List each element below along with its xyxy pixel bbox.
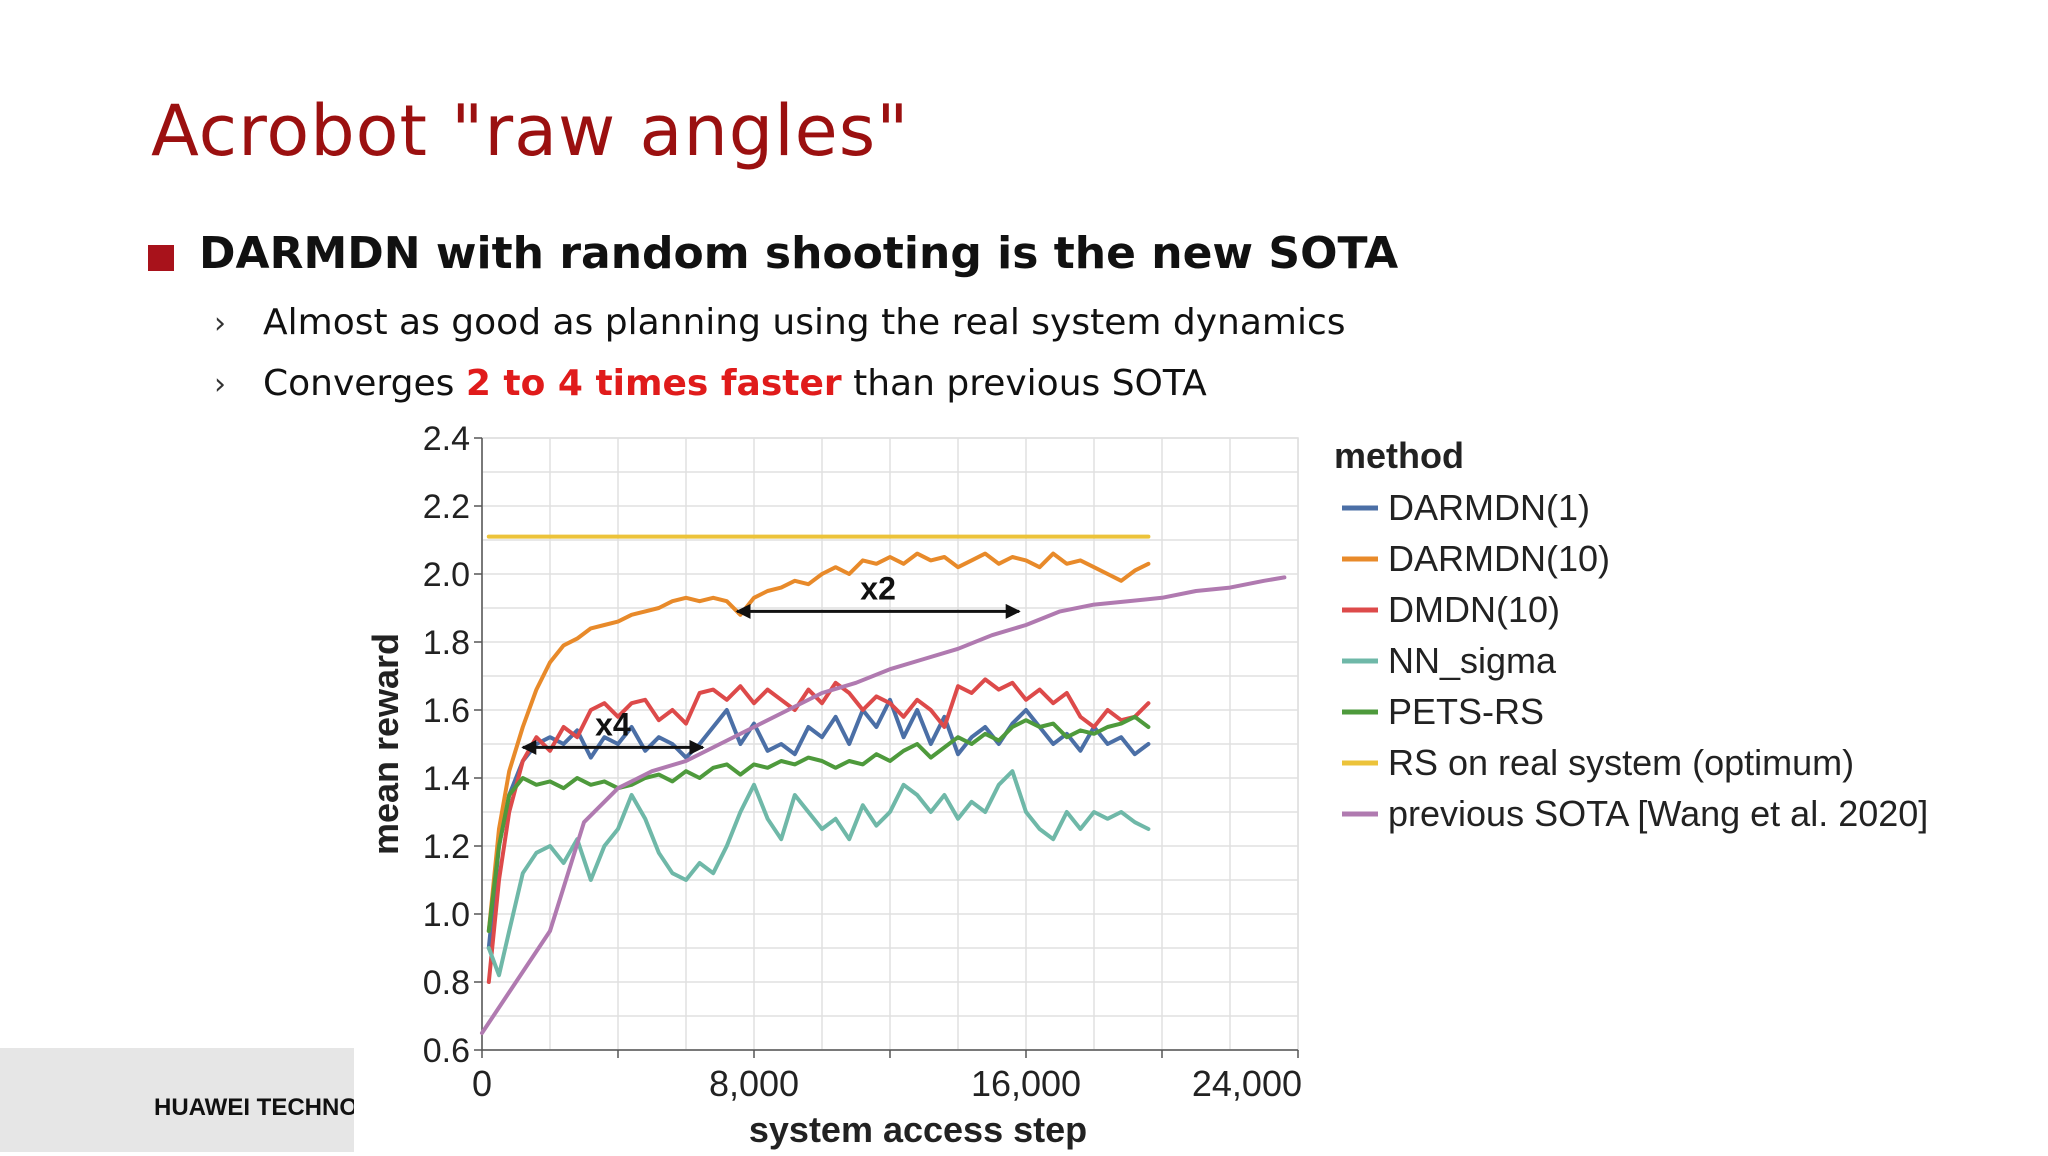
annotation-label-x2: x2 xyxy=(860,570,896,606)
page-title: Acrobot "raw angles" xyxy=(151,90,910,172)
legend-entry: previous SOTA [Wang et al. 2020] xyxy=(1388,793,1928,834)
x-tick-label: 16,000 xyxy=(971,1063,1081,1104)
series-line-previous-sota-wang-et-al-2020- xyxy=(480,575,1287,1035)
legend-entry: PETS-RS xyxy=(1388,691,1544,732)
x-tick-label: 8,000 xyxy=(709,1063,799,1104)
legend-entry: DARMDN(1) xyxy=(1388,487,1590,528)
y-tick-label: 2.4 xyxy=(423,420,470,458)
main-bullet-text: DARMDN with random shooting is the new S… xyxy=(199,228,1399,279)
y-axis-label: mean reward xyxy=(365,633,406,855)
y-tick-label: 0.6 xyxy=(423,1032,470,1070)
y-tick-label: 1.4 xyxy=(423,760,470,798)
series-line-darmdn-10- xyxy=(486,551,1151,933)
sub-bullet-marker-2: › xyxy=(214,367,226,402)
y-tick-label: 0.8 xyxy=(423,964,470,1002)
x-tick-label: 0 xyxy=(472,1063,492,1104)
legend-entry: DMDN(10) xyxy=(1388,589,1560,630)
y-tick-label: 1.6 xyxy=(423,692,470,730)
sub-bullet-2-post: than previous SOTA xyxy=(841,363,1207,404)
y-tick-label: 1.0 xyxy=(423,896,470,934)
sub-bullet-1: Almost as good as planning using the rea… xyxy=(263,302,1346,343)
y-tick-label: 2.0 xyxy=(423,556,470,594)
bullet-square-icon xyxy=(148,245,174,271)
sub-bullet-2-pre: Converges xyxy=(263,363,466,404)
sub-bullet-2-highlight: 2 to 4 times faster xyxy=(465,363,842,404)
sub-bullet-marker-1: › xyxy=(214,306,226,341)
legend-entry: DARMDN(10) xyxy=(1388,538,1610,579)
x-axis-label: system access step xyxy=(749,1109,1087,1150)
sub-bullet-2: Converges 2 to 4 times faster than previ… xyxy=(263,363,1207,404)
y-tick-label: 2.2 xyxy=(423,488,470,526)
line-chart: 0.6 0.8 1.0 1.2 1.4 1.6 1.8 2.0 2.2 2.4 0 8,000 16,0… xyxy=(354,420,2048,1152)
x-tick-label: 24,000 xyxy=(1192,1063,1302,1104)
footer-company: HUAWEI TECHNOLOGIES xyxy=(154,1094,354,1121)
annotation-label-x4: x4 xyxy=(595,706,631,742)
y-tick-label: 1.8 xyxy=(423,624,470,662)
series-line-pets-rs xyxy=(486,714,1151,933)
y-tick-label: 1.2 xyxy=(423,828,470,866)
chart-panel: 0.6 0.8 1.0 1.2 1.4 1.6 1.8 2.0 2.2 2.4 0 8,000 16,0… xyxy=(354,420,2048,1152)
series-line-nn-sigma xyxy=(486,769,1151,978)
legend-title: method xyxy=(1334,435,1464,476)
legend-entry: NN_sigma xyxy=(1388,640,1557,681)
legend-entry: RS on real system (optimum) xyxy=(1388,742,1854,783)
footer-band-left xyxy=(0,1048,356,1152)
chart-background xyxy=(354,420,2048,1152)
